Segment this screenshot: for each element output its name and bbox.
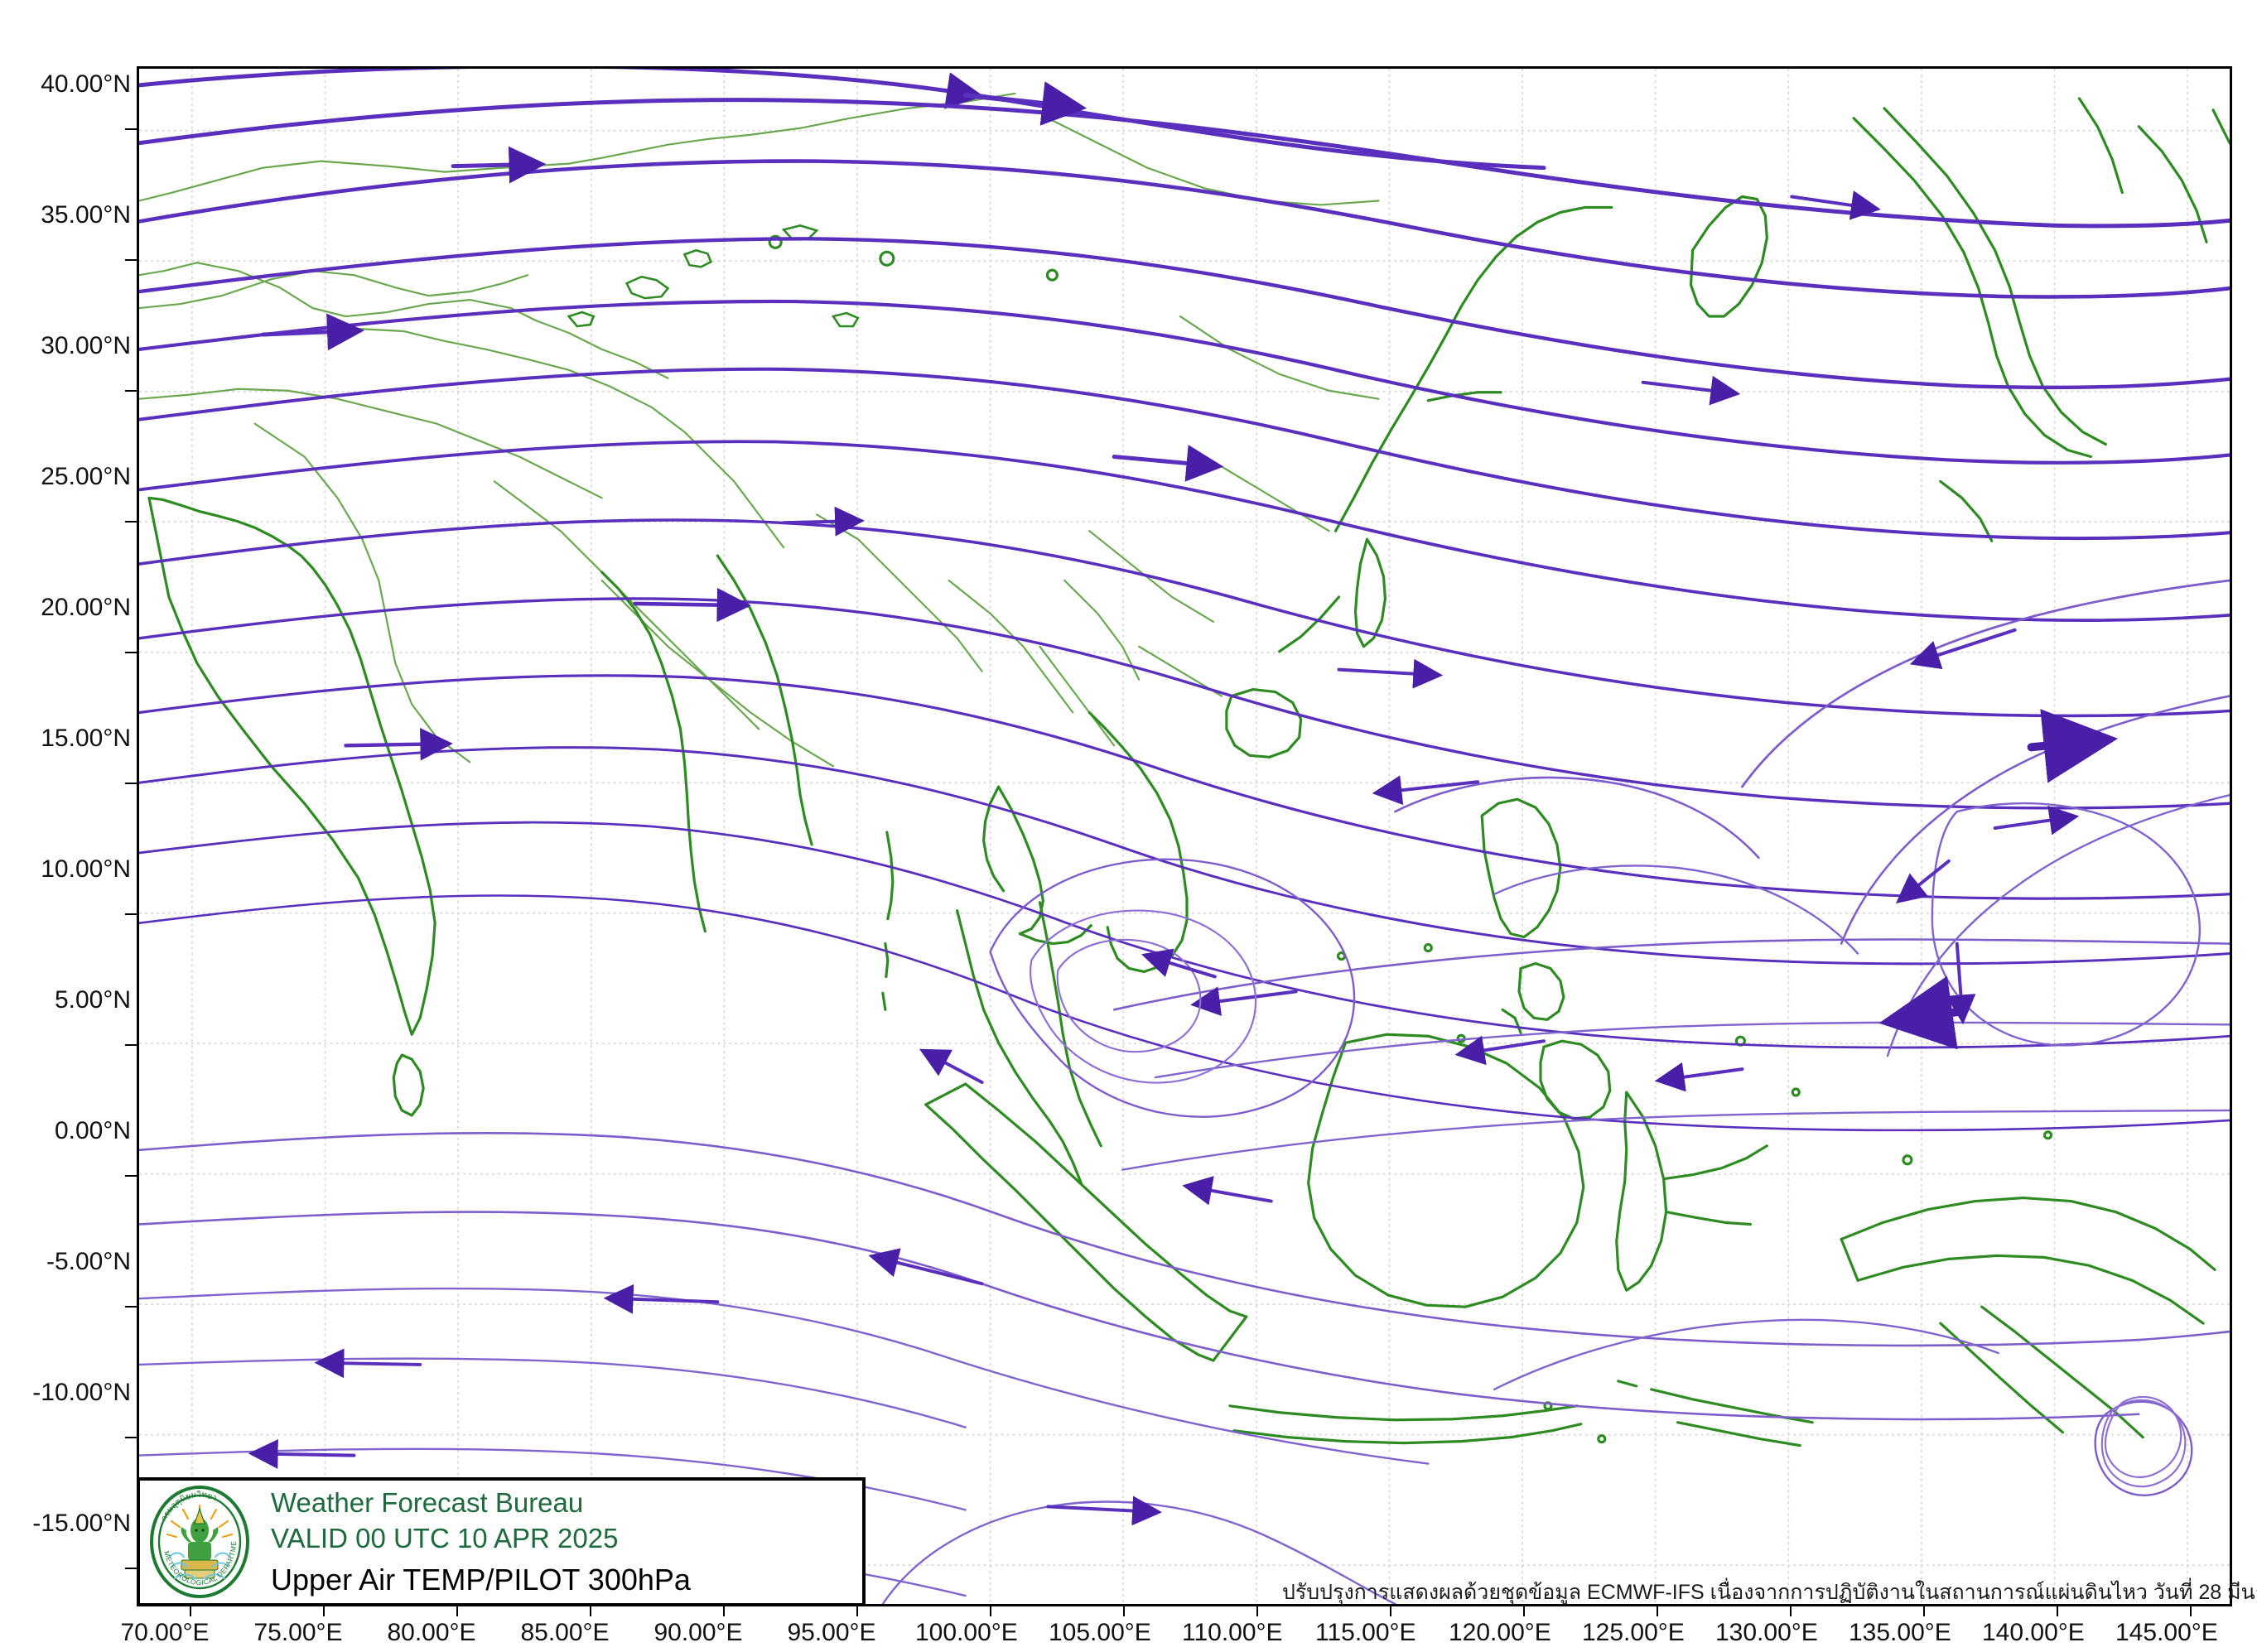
x-tick-label: 100.00°E xyxy=(915,1619,1018,1646)
x-tick-label: 115.00°E xyxy=(1315,1619,1416,1646)
y-tick-label: -10.00°N xyxy=(32,1379,131,1406)
x-tick-label: 70.00°E xyxy=(120,1619,210,1646)
legend-valid-time: VALID 00 UTC 10 APR 2025 xyxy=(271,1523,619,1554)
legend-text-block: Weather Forecast Bureau VALID 00 UTC 10 … xyxy=(271,1481,691,1603)
map-inner xyxy=(139,69,2230,1604)
y-tick-label: -15.00°N xyxy=(32,1510,131,1537)
legend-bureau-name: Weather Forecast Bureau xyxy=(271,1486,584,1518)
x-tick-label: 90.00°E xyxy=(653,1619,743,1646)
legend-product-title: Upper Air TEMP/PILOT 300hPa xyxy=(271,1562,691,1597)
y-tick-label: 5.00°N xyxy=(54,986,131,1014)
y-tick-label: -5.00°N xyxy=(46,1248,131,1275)
grid-layer xyxy=(139,69,2230,1604)
x-tick-label: 105.00°E xyxy=(1049,1619,1151,1646)
y-tick-label: 35.00°N xyxy=(41,201,131,229)
x-tick-label: 130.00°E xyxy=(1715,1619,1818,1646)
x-tick-label: 140.00°E xyxy=(1982,1619,2085,1646)
x-tick-label: 135.00°E xyxy=(1849,1619,1951,1646)
legend-box[interactable]: กรมอุตุนิยมวิทยา METEOROLOGICAL DEPARTME… xyxy=(137,1477,866,1606)
y-tick-label: 40.00°N xyxy=(41,70,131,98)
thai-meteorological-department-seal-icon: กรมอุตุนิยมวิทยา METEOROLOGICAL DEPARTME… xyxy=(144,1477,253,1600)
x-tick-label: 125.00°E xyxy=(1582,1619,1685,1646)
x-tick-label: 80.00°E xyxy=(387,1619,476,1646)
y-tick-label: 30.00°N xyxy=(41,332,131,359)
x-tick-label: 110.00°E xyxy=(1182,1619,1283,1646)
thai-data-source-credit: ปรับปรุงการแสดงผลด้วยชุดข้อมูล ECMWF-IFS… xyxy=(1282,1581,2257,1604)
y-tick-label: 15.00°N xyxy=(41,725,131,752)
y-tick-label: 0.00°N xyxy=(54,1117,131,1144)
x-tick-label: 85.00°E xyxy=(520,1619,610,1646)
x-tick-label: 95.00°E xyxy=(787,1619,876,1646)
map-plot-area[interactable] xyxy=(137,66,2232,1606)
x-tick-label: 75.00°E xyxy=(253,1619,343,1646)
streamline-layer xyxy=(139,69,2230,1604)
y-tick-label: 25.00°N xyxy=(41,463,131,490)
y-tick-label: 20.00°N xyxy=(41,594,131,621)
x-tick-label: 120.00°E xyxy=(1449,1619,1551,1646)
x-tick-label: 145.00°E xyxy=(2115,1619,2218,1646)
y-tick-label: 10.00°N xyxy=(41,855,131,883)
